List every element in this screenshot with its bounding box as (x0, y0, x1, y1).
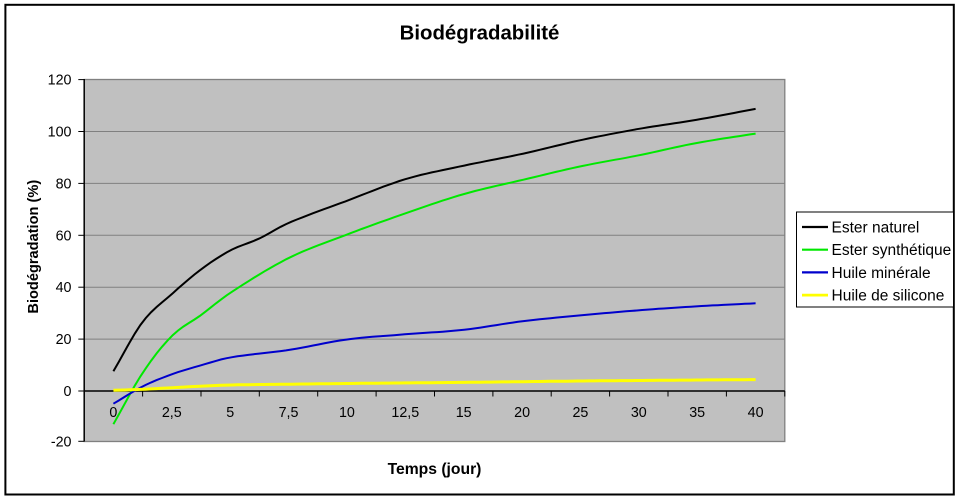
svg-text:7,5: 7,5 (279, 405, 299, 421)
svg-text:60: 60 (56, 228, 72, 244)
svg-text:80: 80 (56, 176, 72, 192)
svg-text:Huile de silicone: Huile de silicone (832, 288, 945, 305)
svg-text:Temps (jour): Temps (jour) (388, 461, 482, 478)
svg-text:5: 5 (226, 405, 234, 421)
svg-text:Biodégradation (%): Biodégradation (%) (26, 180, 42, 314)
svg-text:2,5: 2,5 (162, 405, 182, 421)
svg-text:100: 100 (48, 125, 72, 141)
svg-text:20: 20 (56, 332, 72, 348)
svg-text:25: 25 (572, 405, 588, 421)
svg-text:30: 30 (631, 405, 647, 421)
svg-text:12,5: 12,5 (391, 405, 419, 421)
svg-text:Ester naturel: Ester naturel (832, 220, 920, 237)
svg-text:35: 35 (689, 405, 705, 421)
svg-text:Ester synthétique: Ester synthétique (832, 242, 952, 259)
svg-text:20: 20 (514, 405, 530, 421)
svg-text:Huile minérale: Huile minérale (832, 265, 931, 282)
svg-text:120: 120 (48, 73, 72, 89)
svg-text:10: 10 (339, 405, 355, 421)
svg-text:Biodégradabilité: Biodégradabilité (400, 23, 560, 45)
svg-text:15: 15 (456, 405, 472, 421)
svg-text:0: 0 (64, 384, 72, 400)
svg-text:0: 0 (109, 405, 117, 421)
svg-text:40: 40 (56, 280, 72, 296)
svg-text:-20: -20 (51, 434, 72, 450)
svg-text:40: 40 (748, 405, 764, 421)
